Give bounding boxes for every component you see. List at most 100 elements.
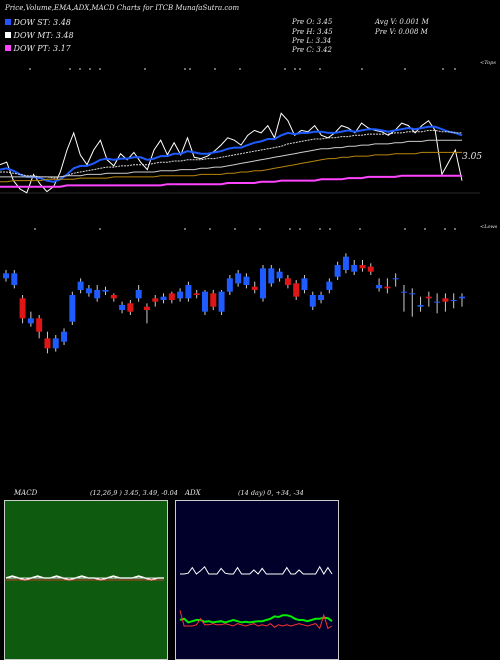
legend-dow-st: DOW ST: 3.48: [5, 18, 71, 27]
lows-marker: <Lows: [480, 224, 498, 230]
candle-body: [434, 301, 441, 303]
top-marker-dot: [319, 68, 321, 70]
low-marker-dot: [259, 228, 261, 230]
adx-label: ADX: [185, 489, 201, 497]
candle-body: [218, 291, 225, 312]
candle-body: [11, 273, 18, 285]
top-marker-dot: [454, 68, 456, 70]
top-marker-dot: [189, 68, 191, 70]
candle-body: [459, 296, 465, 299]
candle-body: [260, 268, 267, 299]
candle-body: [3, 273, 9, 279]
legend-label-mt: DOW MT: 3.48: [13, 31, 74, 40]
macd-params: (12,26,9 ) 3.45, 3.49, -0.04: [90, 489, 178, 497]
candle-body: [351, 265, 358, 272]
candle-body: [251, 286, 258, 290]
candle-body: [135, 290, 142, 299]
candle-body: [119, 305, 126, 310]
macd-label: MACD: [14, 489, 38, 497]
candle-body: [44, 338, 51, 349]
low-marker-dot: [319, 228, 321, 230]
top-marker-dot: [239, 68, 241, 70]
legend-swatch-mt: [5, 32, 11, 38]
series-ema-mid-line: [0, 129, 462, 179]
top-marker-dot: [442, 68, 444, 70]
low-marker-dot: [184, 228, 186, 230]
series-close-line: [0, 112, 463, 194]
candle-body: [450, 300, 457, 301]
candle-body: [226, 278, 233, 292]
candle-body: [243, 276, 250, 285]
candle-body: [177, 291, 184, 299]
top-marker-dot: [29, 68, 31, 70]
low-marker-dot: [359, 228, 361, 230]
candle-body: [210, 293, 217, 307]
quote-pre-volume: Pre V: 0.008 M: [375, 28, 428, 36]
candle-body: [359, 265, 366, 269]
legend-dow-pt: DOW PT: 3.17: [5, 44, 71, 53]
candle-body: [19, 298, 26, 319]
adx-params: (14 day) 0, +34, -34: [238, 489, 304, 497]
candle-body: [301, 278, 308, 290]
top-marker-dot: [184, 68, 186, 70]
chart-title: Price,Volume,EMA,ADX,MACD Charts for ITC…: [5, 4, 240, 12]
legend-label-st: DOW ST: 3.48: [13, 18, 71, 27]
candle-body: [400, 291, 407, 293]
candle-body: [36, 318, 43, 332]
candle-body: [425, 296, 432, 299]
candle-body: [185, 285, 192, 299]
candle-body: [417, 305, 424, 307]
candle-body: [276, 271, 283, 279]
candle-body: [318, 295, 325, 300]
low-marker-dot: [99, 228, 101, 230]
candle-body: [61, 331, 68, 342]
legend-dow-mt: DOW MT: 3.48: [5, 31, 74, 40]
candle-body: [193, 293, 200, 295]
legend-swatch-pt: [5, 45, 11, 51]
quote-open: Pre O: 3.45: [292, 18, 333, 26]
low-marker-dot: [209, 228, 211, 230]
low-marker-dot: [454, 228, 456, 230]
candle-body: [110, 295, 117, 299]
candle-body: [367, 266, 374, 272]
candle-body: [268, 268, 275, 284]
candle-body: [52, 338, 59, 349]
quote-close: Pre C: 3.42: [292, 46, 332, 54]
series-ema-fast-line: [0, 125, 463, 183]
candle-body: [392, 278, 399, 280]
series-support-line: [0, 174, 462, 188]
low-marker-dot: [34, 228, 36, 230]
candle-body: [201, 291, 208, 312]
legend-label-pt: DOW PT: 3.17: [13, 44, 71, 53]
low-marker-dot: [289, 228, 291, 230]
price-chart-svg: [0, 68, 480, 354]
quote-high: Pre H: 3.45: [292, 28, 333, 36]
candle-body: [235, 273, 242, 284]
series-ema-long-line: [0, 151, 462, 183]
candle-body: [334, 265, 341, 277]
candle-body: [293, 283, 300, 297]
candle-body: [326, 281, 333, 290]
candle-body: [27, 318, 34, 324]
adx-plusdi-line: [179, 614, 333, 624]
tops-marker: <Tops: [480, 60, 496, 66]
adx-panel: [175, 500, 339, 660]
candle-body: [442, 298, 449, 302]
candle-body: [77, 281, 84, 290]
candle-body: [409, 293, 416, 295]
quote-low: Pre L: 3.34: [292, 37, 332, 45]
top-marker-dot: [144, 68, 146, 70]
candle-body: [85, 288, 92, 294]
candle-body: [102, 290, 109, 292]
series-ema-slow-line: [0, 139, 462, 178]
top-marker-dot: [214, 68, 216, 70]
candle-body: [342, 256, 349, 270]
candle-body: [69, 295, 76, 322]
top-marker-dot: [99, 68, 101, 70]
candle-body: [384, 286, 391, 289]
low-marker-dot: [234, 228, 236, 230]
legend-swatch-st: [5, 19, 11, 25]
quote-avg-volume: Avg V: 0.001 M: [375, 18, 429, 26]
top-marker-dot: [294, 68, 296, 70]
